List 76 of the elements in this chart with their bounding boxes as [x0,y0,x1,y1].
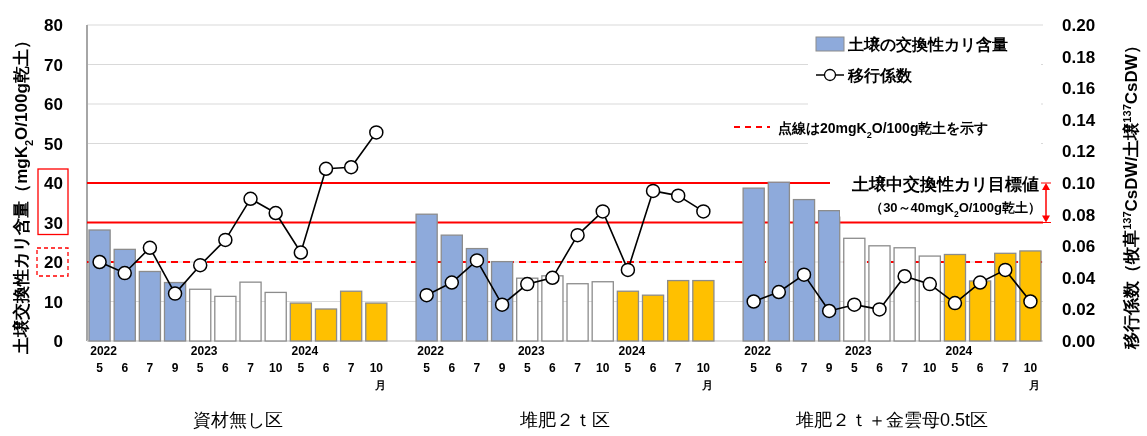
x-tick-label: 10 [369,361,384,375]
x-tick-label: 7 [574,361,582,375]
y-tick-label: 10 [44,292,63,312]
x-tick-label: 10 [596,361,610,375]
y-tick-label: 0 [53,332,63,351]
text: 2024 [618,344,646,358]
ref-line-label: （30～40mgK$_{2}$O/100g乾土） [870,199,1041,219]
x-tick-label: 6 [121,361,129,375]
x-tick-label: 9 [498,361,506,375]
y2-tick-label: 0.02 [1062,300,1096,320]
text: 2023 [517,344,545,358]
x-tick-label: 6 [222,361,230,375]
x-tick-label: 5 [750,361,758,375]
x-tick-label: 6 [649,361,657,375]
text: 2024 [945,344,973,358]
x-tick-label: 9 [171,361,179,375]
x-tick-label: 5 [196,361,204,375]
x-tick-label: 10 [923,361,937,375]
y-tick-label: 80 [44,16,63,35]
x-tick-label: 7 [800,361,808,375]
x-tick-label: 6 [322,361,330,375]
text: 2022 [744,344,772,358]
text: 堆肥２ｔ区 [519,410,610,430]
x-tick-label: 5 [624,361,632,375]
y2-tick-label: 0.14 [1062,110,1096,130]
x-tick-label: 5 [951,361,959,375]
legend-label: 移行係数 [847,67,913,84]
y2-tick-label: 0.18 [1062,47,1096,67]
y2-tick-label: 0.12 [1062,142,1096,162]
y-tick-label: 70 [44,55,63,75]
legend-label: 点線は20mgK$_{2}$O/100g乾土を示す [778,120,989,140]
y2-tick-label: 0.10 [1062,174,1096,193]
text: 2022 [417,344,445,358]
x-tick-label: 10 [269,361,283,375]
x-tick-label: 7 [674,361,682,375]
text: 資材無し区 [192,410,283,430]
y-tick-label: 60 [44,95,63,114]
x-tick-label: 6 [976,361,984,375]
x-tick-label: 5 [523,361,531,375]
x-tick-label: 6 [876,361,884,375]
x-tick-label: 7 [347,361,355,375]
y2-tick-label: 0.04 [1062,268,1096,288]
x-tick-label: 5 [423,361,431,375]
x-tick-label: 7 [1001,361,1009,375]
text: 2024 [291,344,319,358]
text: 月 [700,379,713,391]
x-tick-label: 6 [549,361,557,375]
text: 2023 [190,344,218,358]
x-tick-label: 7 [146,361,154,375]
y-tick-label: 40 [44,174,63,193]
x-tick-label: 7 [901,361,909,375]
y2-tick-label: 0.06 [1062,237,1096,257]
x-tick-label: 10 [1023,361,1038,375]
text: 月 [373,379,386,391]
text: 堆肥２ｔ＋金雲母0.5t区 [795,410,989,430]
text: 2023 [844,344,872,358]
x-tick-label: 6 [775,361,783,375]
x-tick-label: 5 [297,361,305,375]
ref-line-label: 土壌中交換性カリ目標値 [851,175,1039,194]
legend-label: 土壌の交換性カリ含量 [847,35,1008,53]
y2-tick-label: 0.08 [1062,205,1096,225]
text: 月 [1027,379,1040,391]
y2-tick-label: 0.16 [1062,79,1096,99]
text: 2022 [90,344,118,358]
x-tick-label: 10 [696,361,711,375]
x-tick-label: 6 [448,361,456,375]
y-tick-label: 50 [44,134,63,154]
x-tick-label: 5 [96,361,104,375]
y2-tick-label: 0.20 [1062,16,1096,35]
x-tick-label: 9 [825,361,833,375]
x-tick-label: 7 [473,361,481,375]
y-tick-label: 20 [44,253,63,272]
x-tick-label: 7 [247,361,255,375]
y2-tick-label: 0.00 [1062,332,1096,351]
x-tick-label: 5 [850,361,858,375]
y-tick-label: 30 [44,213,63,233]
